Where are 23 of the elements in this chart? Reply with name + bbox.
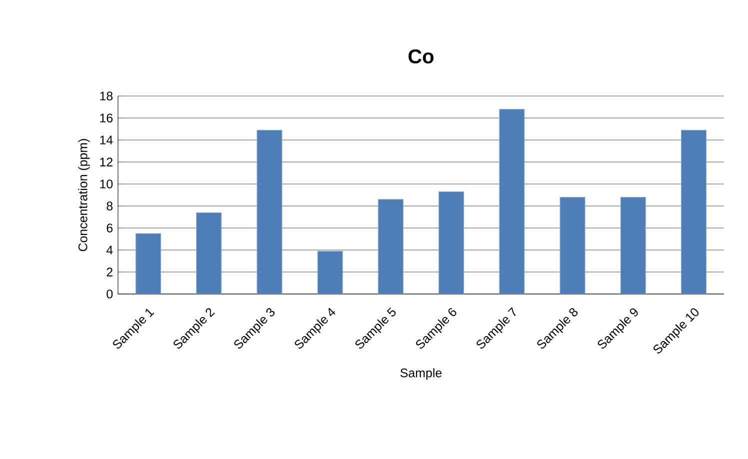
- bar: [499, 108, 525, 294]
- y-tick-label: 2: [106, 268, 112, 276]
- bar: [438, 191, 464, 294]
- y-tick-label: 10: [100, 180, 113, 188]
- y-tick-label: 16: [100, 114, 113, 122]
- y-tick-label: 14: [100, 136, 113, 144]
- y-tick-label: 6: [106, 224, 113, 232]
- y-axis-title: Concentration (ppm): [78, 139, 90, 252]
- y-tick-label: 0: [106, 290, 113, 298]
- bar: [560, 196, 586, 294]
- bar: [378, 199, 404, 294]
- y-tick-label: 18: [100, 92, 113, 100]
- bar: [136, 233, 162, 294]
- y-tick-label: 4: [106, 246, 113, 254]
- bar: [620, 196, 646, 294]
- chart-title: Co: [408, 49, 434, 64]
- y-tick-label: 12: [100, 158, 112, 166]
- bar: [680, 130, 706, 294]
- bar: [256, 130, 282, 294]
- y-tick-label: 8: [106, 202, 113, 210]
- bar: [317, 250, 343, 294]
- bar: [196, 212, 222, 294]
- x-axis-title: Sample: [400, 368, 442, 380]
